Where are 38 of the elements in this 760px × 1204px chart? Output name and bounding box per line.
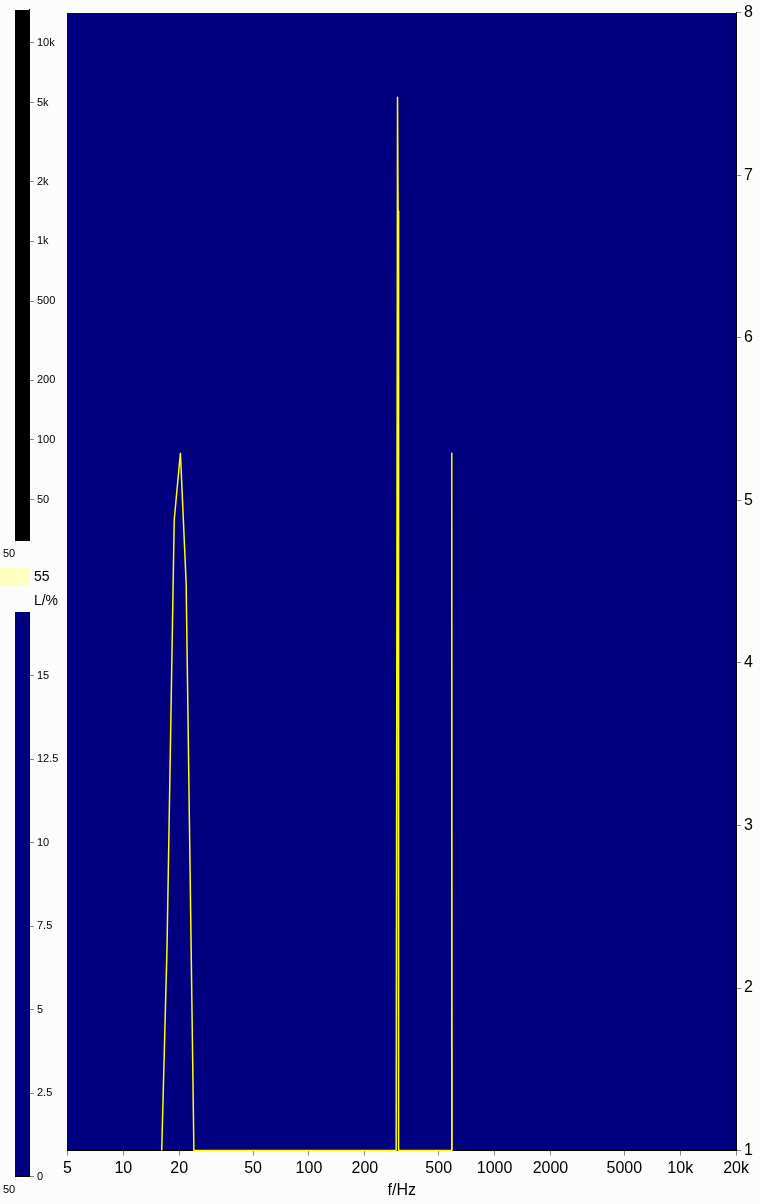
x-tick-label: 500 <box>425 1158 453 1176</box>
x-tick-label: 200 <box>351 1158 379 1176</box>
x-tick-label: 1000 <box>476 1158 513 1176</box>
x-axis-title: f/Hz <box>387 1180 416 1198</box>
y-tick-label: 7 <box>744 165 754 183</box>
x-tick-label: 2000 <box>532 1158 569 1176</box>
y-tick-label: 4 <box>744 653 754 671</box>
x-tick-label: 5000 <box>606 1158 643 1176</box>
y-tick-label: 10k <box>37 35 56 48</box>
y-tick-label: 15 <box>37 668 50 681</box>
y-tick-label: 2.5 <box>37 1086 53 1099</box>
y-tick-label: 8 <box>744 3 754 21</box>
y-tick-label: 1 <box>744 1141 754 1159</box>
x-tick-label: 20k <box>723 1158 750 1176</box>
y-tick-label: 5k <box>37 95 50 108</box>
y-tick-label: 2k <box>37 174 50 187</box>
x-tick-label: 100 <box>295 1158 323 1176</box>
y-tick-label: 7.5 <box>37 919 53 932</box>
y-tick-label: 50 <box>37 492 50 505</box>
y-tick-label: 500 <box>37 294 56 307</box>
x-tick-label: 10k <box>667 1158 695 1176</box>
y-tick-label: 0 <box>37 1169 44 1182</box>
y-tick-label: 100 <box>37 432 56 445</box>
x-tick-label: 5 <box>63 1158 72 1176</box>
x-tick-label: 10 <box>114 1158 133 1176</box>
y-tick-label: 12.5 <box>37 752 59 765</box>
y-tick-label: 3 <box>744 815 754 833</box>
x-tick-label: 50 <box>244 1158 263 1176</box>
y-tick-label: 10 <box>37 835 50 848</box>
x-tick-label: 20 <box>170 1158 189 1176</box>
y-tick-label: 1k <box>37 234 50 247</box>
y-tick-label: 6 <box>744 328 754 346</box>
y-tick-label: 5 <box>744 490 754 508</box>
y-tick-label: 200 <box>37 373 56 386</box>
y-tick-label: 2 <box>744 978 754 996</box>
text: 55 <box>34 567 50 584</box>
y-axis-title: L/% <box>33 591 58 608</box>
y-tick-label: 5 <box>37 1002 44 1015</box>
